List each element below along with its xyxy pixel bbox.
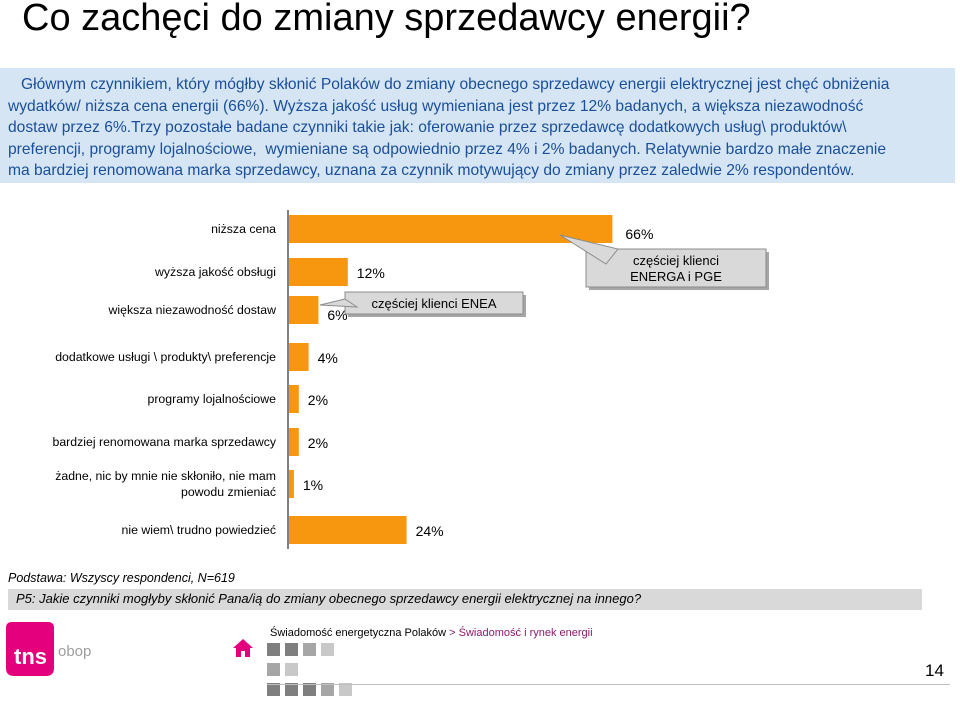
nav-square[interactable]	[285, 663, 298, 676]
category-label: dodatkowe usługi \ produkty\ preferencje	[55, 350, 276, 364]
nav-square[interactable]	[303, 643, 316, 656]
bar	[289, 470, 294, 498]
nav-square[interactable]	[267, 683, 280, 696]
svg-text:częściej klienci ENEA: częściej klienci ENEA	[372, 296, 497, 311]
footer-divider	[267, 684, 950, 685]
bar	[289, 343, 309, 371]
category-label: nie wiem\ trudno powiedzieć	[122, 523, 276, 537]
breadcrumb: Świadomość energetyczna Polaków > Świado…	[270, 627, 593, 639]
nav-square[interactable]	[267, 643, 280, 656]
breadcrumb-separator: >	[449, 627, 456, 639]
data-label: 4%	[318, 350, 338, 366]
nav-square[interactable]	[267, 663, 280, 676]
category-label: programy lojalnościowe	[148, 392, 277, 406]
nav-square[interactable]	[285, 643, 298, 656]
bar-chart: niższa cena 66% wyższa jakość obsługi 12% wi…	[53, 210, 769, 549]
category-label: wyższa jakość obsługi	[154, 265, 276, 279]
home-icon[interactable]	[232, 638, 254, 658]
summary-line: ma bardziej renomowana marka sprzedawcy,…	[8, 162, 855, 179]
summary-box: Głównym czynnikiem, który mógłby skłonić…	[0, 68, 955, 183]
category-label: niższa cena	[211, 222, 276, 236]
data-label: 66%	[625, 226, 653, 242]
summary-line: Głównym czynnikiem, który mógłby skłonić…	[8, 76, 890, 93]
svg-text:tns: tns	[14, 644, 47, 669]
nav-square[interactable]	[285, 683, 298, 696]
nav-square[interactable]	[303, 683, 316, 696]
breadcrumb-item-section[interactable]: Świadomość i rynek energii	[458, 627, 593, 639]
question-text: P5: Jakie czynniki mogłyby skłonić Pana/…	[8, 589, 922, 610]
base-note: Podstawa: Wszyscy respondenci, N=619	[8, 571, 235, 585]
bar	[289, 516, 407, 544]
breadcrumb-item-report[interactable]: Świadomość energetyczna Polaków	[270, 627, 447, 639]
category-label: żadne, nic by mnie nie skłoniło, nie mam…	[55, 469, 276, 499]
data-label: 2%	[308, 392, 328, 408]
tns-obop-logo: tns obop	[6, 622, 91, 676]
data-label: 1%	[303, 477, 323, 493]
data-label: 24%	[416, 523, 444, 539]
category-label: bardziej renomowana marka sprzedawcy	[53, 435, 277, 449]
bar	[289, 296, 319, 324]
summary-line: preferencji, programy lojalnościowe, wym…	[8, 140, 887, 158]
nav-square[interactable]	[321, 683, 334, 696]
data-label: 6%	[327, 307, 347, 323]
bar	[289, 258, 348, 286]
annotation-callout: częściej klienci ENEA	[319, 291, 526, 317]
category-label: większa niezawodność dostaw	[108, 303, 277, 317]
data-label: 12%	[357, 265, 385, 281]
nav-square[interactable]	[321, 643, 334, 656]
nav-square[interactable]	[339, 683, 352, 696]
bar	[289, 428, 299, 456]
bar	[289, 385, 299, 413]
summary-line: wydatków/ niższa cena energii (66%). Wyż…	[8, 97, 864, 115]
svg-text:obop: obop	[58, 643, 91, 660]
data-label: 2%	[308, 435, 328, 451]
page-title: Co zachęci do zmiany sprzedawcy energii?	[22, 0, 751, 39]
summary-line: dostaw przez 6%.Trzy pozostałe badane cz…	[8, 119, 847, 136]
annotation-callout: częściej klienci ENERGA i PGE	[559, 234, 769, 290]
bar	[289, 215, 613, 243]
page-number: 14	[925, 661, 944, 680]
